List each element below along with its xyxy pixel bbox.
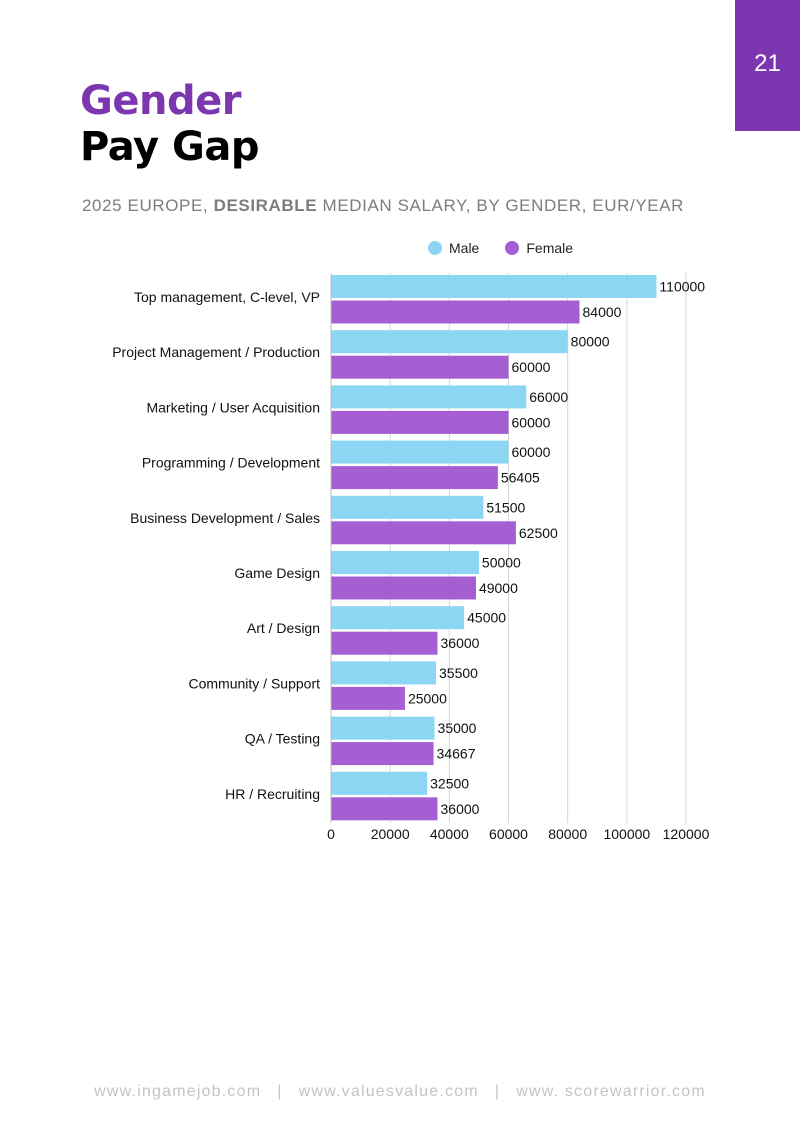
data-label-female: 49000: [479, 580, 518, 596]
chart-subtitle: 2025 EUROPE, DESIRABLE MEDIAN SALARY, BY…: [82, 196, 684, 216]
x-tick-label: 40000: [430, 826, 469, 842]
category-label: Business Development / Sales: [130, 510, 320, 526]
category-label: Game Design: [234, 565, 320, 581]
bar-male: [331, 330, 568, 354]
subtitle-highlight: DESIRABLE: [213, 196, 318, 215]
bar-male: [331, 771, 428, 795]
data-label-male: 50000: [482, 555, 521, 571]
chart-legend: Male Female: [428, 240, 599, 256]
page-number: 21: [754, 50, 781, 77]
subtitle-prefix: 2025 EUROPE,: [82, 196, 214, 215]
category-label: Top management, C-level, VP: [134, 289, 320, 305]
bar-female: [331, 466, 498, 490]
x-tick-label: 0: [327, 826, 335, 842]
page-number-tab: 21: [735, 0, 800, 131]
x-tick-label: 60000: [489, 826, 528, 842]
legend-dot-male-icon: [428, 241, 442, 255]
bar-male: [331, 440, 509, 464]
data-label-female: 84000: [583, 304, 622, 320]
data-label-female: 56405: [501, 470, 540, 486]
bar-male: [331, 606, 465, 630]
category-label: Project Management / Production: [112, 344, 320, 360]
footer-links: www.ingamejob.com | www.valuesvalue.com | ww…: [0, 1083, 800, 1101]
data-label-female: 34667: [437, 746, 476, 762]
salary-bar-chart: 110000 84000 Top management, C-level, VP 80…: [112, 273, 710, 842]
bar-female: [331, 410, 509, 434]
category-label: Programming / Development: [142, 455, 320, 471]
x-tick-label: 120000: [663, 826, 710, 842]
title-pay-gap: Pay Gap: [80, 124, 259, 170]
data-label-female: 36000: [441, 635, 480, 651]
footer-separator: |: [494, 1083, 501, 1100]
data-label-male: 80000: [571, 334, 610, 350]
data-label-male: 51500: [486, 499, 525, 515]
data-label-male: 110000: [659, 279, 705, 295]
data-label-male: 32500: [430, 775, 469, 791]
x-tick-label: 100000: [603, 826, 650, 842]
legend-dot-female-icon: [505, 241, 520, 255]
title-gender: Gender: [80, 78, 241, 124]
data-label-male: 60000: [512, 444, 551, 460]
data-label-female: 60000: [512, 414, 551, 430]
footer-separator: |: [277, 1083, 283, 1100]
category-label: Marketing / User Acquisition: [146, 399, 320, 415]
legend-item-male: Male: [428, 240, 479, 256]
footer-link-valuesvalue[interactable]: www.valuesvalue.com: [298, 1083, 479, 1100]
bar-female: [331, 742, 434, 766]
legend-label-female: Female: [526, 240, 574, 256]
bar-female: [331, 797, 438, 821]
bar-male: [331, 385, 527, 409]
data-label-female: 36000: [441, 801, 480, 817]
bar-female: [331, 521, 516, 545]
footer-link-ingamejob[interactable]: www.ingamejob.com: [94, 1083, 262, 1100]
legend-item-female: Female: [505, 240, 573, 256]
bar-female: [331, 686, 405, 710]
category-label: Art / Design: [247, 620, 320, 636]
x-tick-label: 20000: [371, 826, 410, 842]
data-label-male: 45000: [467, 610, 506, 626]
category-label: QA / Testing: [245, 731, 320, 747]
bar-male: [331, 275, 657, 298]
data-label-female: 60000: [512, 359, 551, 375]
bar-male: [331, 716, 435, 740]
bar-female: [331, 300, 580, 324]
bar-male: [331, 551, 479, 574]
bar-female: [331, 355, 509, 379]
data-label-female: 62500: [519, 525, 558, 541]
bar-male: [331, 661, 437, 685]
bar-female: [331, 631, 438, 655]
data-label-male: 66000: [529, 389, 568, 405]
data-label-male: 35000: [438, 720, 477, 736]
subtitle-suffix: MEDIAN SALARY, BY GENDER, EUR/YEAR: [317, 196, 685, 215]
category-label: HR / Recruiting: [225, 786, 320, 802]
bar-female: [331, 576, 476, 600]
data-label-female: 25000: [408, 690, 447, 706]
x-tick-label: 80000: [548, 826, 587, 842]
legend-label-male: Male: [449, 240, 480, 256]
bar-male: [331, 495, 484, 519]
data-label-male: 35500: [439, 665, 478, 681]
category-label: Community / Support: [189, 675, 321, 691]
footer-link-scorewarrior[interactable]: www. scorewarrior.com: [516, 1083, 706, 1100]
